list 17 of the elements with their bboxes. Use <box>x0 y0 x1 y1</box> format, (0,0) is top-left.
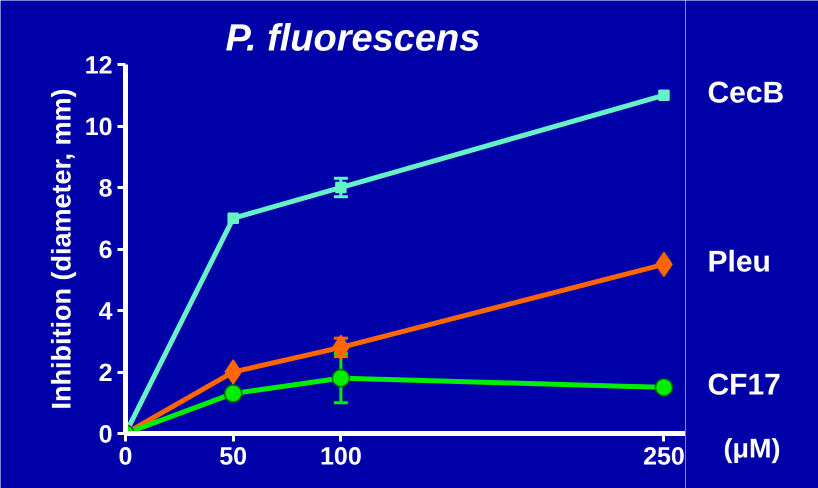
y-tick-label: 0 <box>98 420 112 448</box>
y-tick-label: 2 <box>98 359 112 387</box>
chart-title: P. fluorescens <box>226 18 480 60</box>
series-label: CecB <box>708 76 784 110</box>
y-tick-label: 4 <box>98 298 113 326</box>
x-axis-title: (μM) <box>724 434 781 464</box>
x-tick-label: 0 <box>118 442 132 470</box>
x-tick-label: 250 <box>643 442 685 470</box>
y-tick-label: 6 <box>98 236 112 264</box>
series-label: Pleu <box>708 245 771 278</box>
y-tick-label: 10 <box>84 113 113 141</box>
series-label: CF17 <box>708 368 781 402</box>
x-tick-label: 50 <box>219 442 248 470</box>
y-tick-label: 8 <box>98 174 113 202</box>
x-tick-label: 100 <box>320 442 362 470</box>
y-axis-title: Inhibition (diameter, mm) <box>46 88 77 410</box>
y-tick-label: 12 <box>84 52 113 80</box>
